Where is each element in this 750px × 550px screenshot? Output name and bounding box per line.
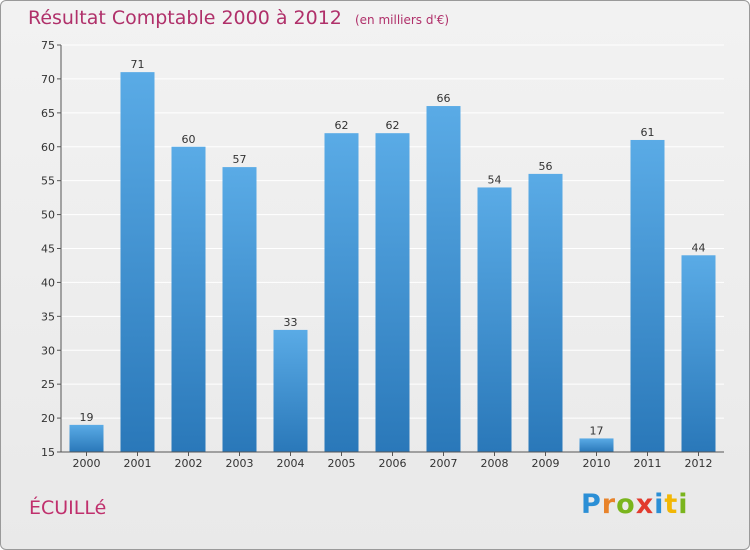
logo-letter: x — [635, 489, 655, 520]
bar-2000 — [69, 424, 104, 452]
bar-2005 — [324, 133, 359, 452]
value-label-2008: 54 — [488, 173, 502, 186]
bar-2010 — [579, 438, 614, 452]
bar-2012 — [681, 255, 716, 452]
value-label-2004: 33 — [284, 316, 298, 329]
bars — [69, 72, 716, 453]
bar-2003 — [222, 167, 257, 452]
y-tick-label: 30 — [41, 344, 55, 357]
bar-2001 — [120, 72, 155, 452]
bar-2004 — [273, 329, 308, 452]
x-tick-label-2001: 2001 — [124, 457, 152, 470]
value-label-2003: 57 — [233, 153, 247, 166]
title-row: Résultat Comptable 2000 à 2012 (en milli… — [28, 7, 449, 29]
value-label-2005: 62 — [335, 119, 349, 132]
value-label-2001: 71 — [131, 58, 145, 71]
value-label-2010: 17 — [590, 424, 604, 437]
value-label-2002: 60 — [182, 133, 196, 146]
logo-letter: t — [664, 489, 679, 520]
y-tick-label: 15 — [41, 446, 55, 459]
logo-letter: P — [581, 489, 602, 520]
y-tick-label: 55 — [41, 175, 55, 188]
bar-2011 — [630, 139, 665, 452]
x-tick-label-2006: 2006 — [379, 457, 407, 470]
bar-2006 — [375, 133, 410, 452]
axes — [57, 44, 724, 456]
y-tick-label: 75 — [41, 39, 55, 52]
x-tick-label-2010: 2010 — [583, 457, 611, 470]
y-tick-label: 35 — [41, 310, 55, 323]
logo-letter: r — [601, 489, 617, 520]
proxiti-logo: Proxiti — [581, 489, 689, 520]
x-tick-label-2003: 2003 — [226, 457, 254, 470]
x-tick-label-2007: 2007 — [430, 457, 458, 470]
chart-subtitle: (en milliers d'€) — [354, 13, 450, 27]
commune-name: ÉCUILLé — [29, 497, 107, 519]
y-tick-label: 20 — [41, 412, 55, 425]
bar-2009 — [528, 173, 563, 452]
x-tick-label-2005: 2005 — [328, 457, 356, 470]
y-tick-label: 70 — [41, 73, 55, 86]
x-tick-label-2000: 2000 — [73, 457, 101, 470]
x-tick-label-2009: 2009 — [532, 457, 560, 470]
logo-letter: o — [616, 489, 636, 520]
value-label-2012: 44 — [692, 241, 706, 254]
value-label-2006: 62 — [386, 119, 400, 132]
chart-title: Résultat Comptable 2000 à 2012 — [28, 7, 342, 29]
y-tick-label: 65 — [41, 107, 55, 120]
value-label-2000: 19 — [80, 411, 94, 424]
y-tick-label: 50 — [41, 209, 55, 222]
bar-2007 — [426, 106, 461, 453]
value-label-2007: 66 — [437, 92, 451, 105]
y-tick-label: 60 — [41, 141, 55, 154]
x-tick-label-2002: 2002 — [175, 457, 203, 470]
value-label-2009: 56 — [539, 160, 553, 173]
x-tick-label-2011: 2011 — [634, 457, 662, 470]
x-tick-label-2008: 2008 — [481, 457, 509, 470]
bar-2008 — [477, 187, 512, 452]
logo-letter: i — [654, 489, 665, 520]
value-label-2011: 61 — [641, 126, 655, 139]
y-tick-label: 40 — [41, 276, 55, 289]
x-tick-label-2012: 2012 — [685, 457, 713, 470]
y-tick-label: 45 — [41, 243, 55, 256]
labels: 15 20 25 30 35 40 45 50 55 60 65 70 75 19 2000 71 2001 60… — [41, 39, 713, 470]
x-tick-label-2004: 2004 — [277, 457, 305, 470]
y-tick-label: 25 — [41, 378, 55, 391]
logo-letter: i — [678, 489, 689, 520]
bar-2002 — [171, 146, 206, 452]
